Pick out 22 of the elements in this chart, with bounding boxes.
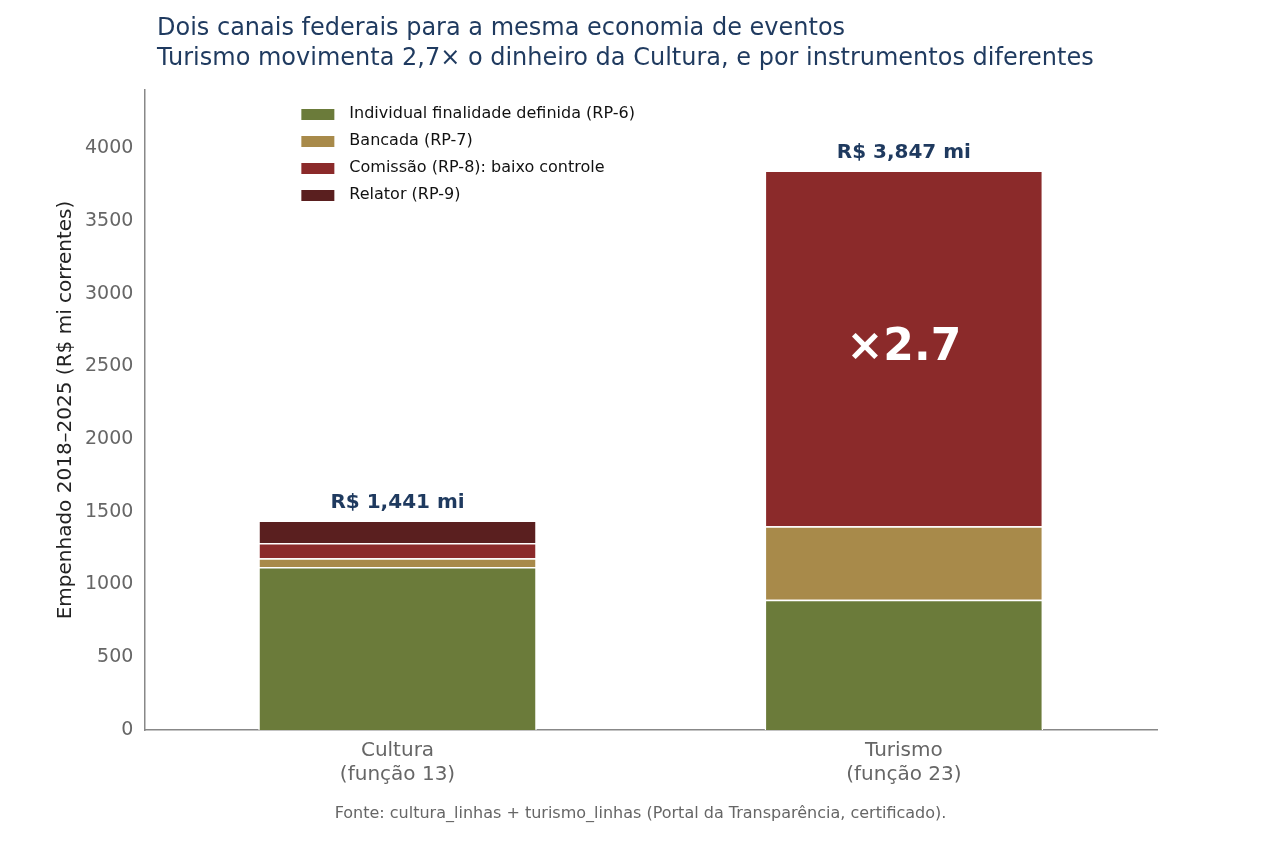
y-tick-label: 3000 — [84, 280, 134, 303]
y-tick-label: 1500 — [84, 498, 134, 521]
y-axis-title: Empenhado 2018–2025 (R$ mi correntes) — [52, 200, 77, 620]
annotation: ×2.7 — [846, 318, 962, 370]
chart-title: Dois canais federais para a mesma economia de eventos — [157, 12, 847, 42]
total-label: R$ 3,847 mi — [836, 138, 971, 163]
source-note: Fonte: cultura_linhas + turismo_linhas (Portal da Transparência, certificado). — [333, 803, 948, 822]
x-tick-label: Cultura (função 13) — [339, 737, 456, 786]
y-tick-label: 4000 — [84, 135, 134, 158]
y-tick-label: 2500 — [84, 353, 134, 376]
y-tick-label: 0 — [121, 716, 134, 739]
y-tick-label: 500 — [97, 644, 134, 667]
chart-subtitle: Turismo movimenta 2,7× o dinheiro da Cultura, e por instrumentos diferentes — [157, 42, 1094, 72]
legend-label: Bancada (RP-7) — [349, 130, 473, 150]
y-tick-label: 1000 — [84, 571, 134, 594]
legend-label: Individual finalidade definida (RP-6) — [349, 103, 635, 123]
y-tick-label: 3500 — [84, 207, 134, 230]
legend-label: Relator (RP-9) — [349, 184, 461, 204]
legend-label: Comissão (RP-8): baixo controle — [349, 157, 605, 177]
x-tick-label: Turismo (função 23) — [846, 737, 962, 786]
total-label: R$ 1,441 mi — [330, 488, 465, 513]
y-tick-label: 2000 — [84, 426, 134, 449]
